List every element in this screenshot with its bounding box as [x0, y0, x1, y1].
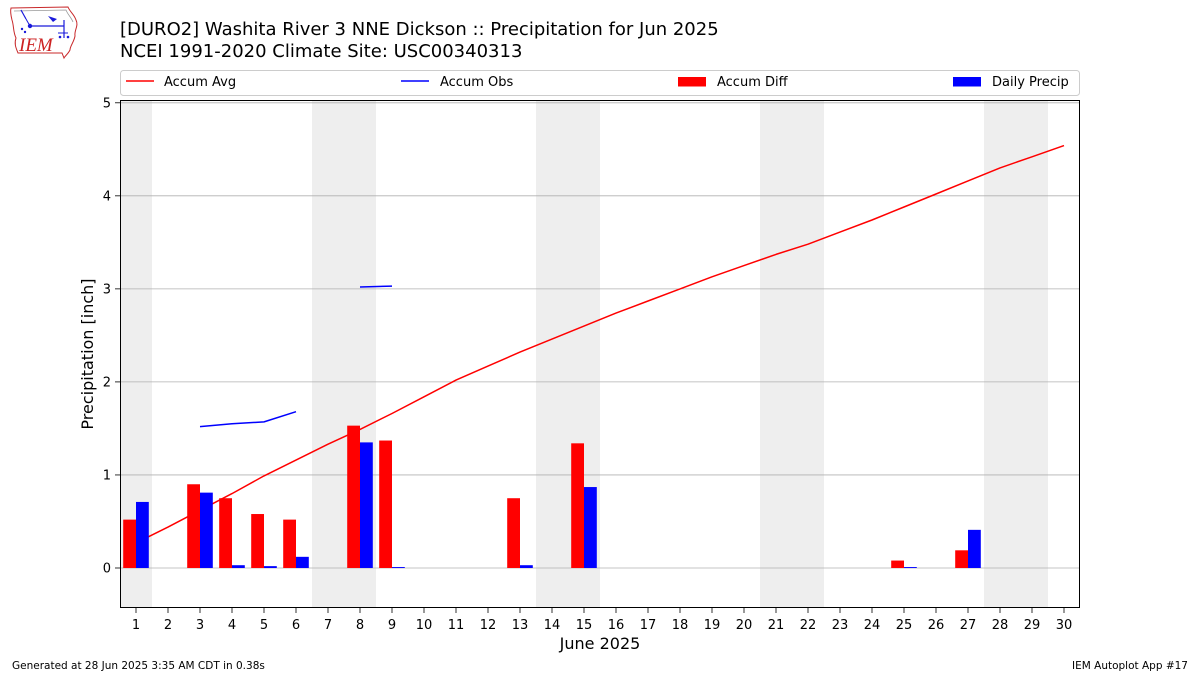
legend-swatch-accum-diff: [678, 77, 706, 87]
x-tick-label: 24: [864, 618, 881, 633]
daily-precip-bar: [232, 565, 245, 568]
accum-diff-bar: [219, 498, 232, 568]
legend: Accum Avg Accum Obs Accum Diff Daily Pre…: [120, 70, 1080, 96]
daily-precip-bar: [264, 566, 277, 568]
weekend-shade-band: [760, 100, 792, 608]
x-axis-label: June 2025: [559, 634, 641, 653]
x-tick-label: 7: [324, 618, 332, 633]
weekend-shade-band: [1016, 100, 1048, 608]
legend-label-accum-diff: Accum Diff: [717, 75, 789, 90]
footer-app: IEM Autoplot App #17: [1072, 660, 1188, 672]
weekend-shade-band: [312, 100, 344, 608]
daily-precip-bar: [392, 567, 405, 568]
accum-avg-line: [135, 144, 1065, 544]
y-axis-label: Precipitation [inch]: [78, 278, 97, 429]
x-tick-label: 2: [164, 618, 172, 633]
iowa-outline-icon: [10, 6, 78, 60]
x-tick-label: 25: [896, 618, 913, 633]
x-tick-label: 20: [736, 618, 753, 633]
weather-station-icon: [20, 9, 70, 39]
daily-precip-bar: [136, 501, 149, 568]
axis-ticks: [115, 102, 1065, 613]
legend-label-daily-precip: Daily Precip: [992, 75, 1069, 90]
legend-label-accum-obs: Accum Obs: [440, 75, 513, 90]
legend-item-accum-diff: Accum Diff: [678, 75, 789, 90]
iowa-inner-outline-icon: [13, 9, 74, 23]
y-tick-label: 3: [103, 282, 111, 297]
legend-item-accum-obs: Accum Obs: [401, 75, 513, 90]
x-tick-label: 18: [672, 618, 689, 633]
x-tick-label: 5: [260, 618, 268, 633]
accum-diff-bar: [379, 440, 392, 568]
x-tick-label: 10: [416, 618, 433, 633]
weekend-shade-band: [536, 100, 568, 608]
y-tick-label: 5: [103, 96, 111, 111]
x-tick-label: 15: [576, 618, 593, 633]
series-bars: [123, 425, 981, 568]
chart-subtitle: NCEI 1991-2020 Climate Site: USC00340313: [120, 41, 522, 62]
legend-item-accum-avg: Accum Avg: [126, 75, 236, 90]
x-tick-label: 17: [640, 618, 657, 633]
iem-logo: IEM: [10, 6, 78, 60]
accum-diff-bar: [507, 498, 520, 568]
footer-generated: Generated at 28 Jun 2025 3:35 AM CDT in …: [12, 660, 265, 672]
x-tick-label: 26: [928, 618, 945, 633]
x-tick-label: 30: [1056, 618, 1073, 633]
x-tick-label: 29: [1024, 618, 1041, 633]
y-tick-label: 1: [103, 468, 111, 483]
chart-title: [DURO2] Washita River 3 NNE Dickson :: P…: [120, 19, 719, 40]
daily-precip-bar: [200, 492, 213, 568]
daily-precip-bar: [904, 567, 917, 568]
x-tick-label: 13: [512, 618, 529, 633]
x-tick-label: 19: [704, 618, 721, 633]
x-tick-label: 1: [132, 618, 140, 633]
daily-precip-bar: [360, 442, 373, 568]
logo-text: IEM: [18, 35, 54, 56]
series-lines: [135, 144, 1065, 544]
plot-frame: [120, 100, 1080, 608]
accum-diff-bar: [187, 484, 200, 568]
x-tick-label: 28: [992, 618, 1009, 633]
x-tick-label: 11: [448, 618, 465, 633]
y-tick-label: 2: [103, 375, 111, 390]
y-grid: [120, 102, 1080, 569]
accum-diff-bar: [571, 443, 584, 568]
daily-precip-bar: [296, 556, 309, 568]
y-tick-label: 4: [103, 189, 111, 204]
weekend-shade-band: [792, 100, 824, 608]
x-tick-label: 21: [768, 618, 785, 633]
x-tick-label: 23: [832, 618, 849, 633]
x-tick-label: 6: [292, 618, 300, 633]
x-tick-label: 14: [544, 618, 561, 633]
accum-diff-bar: [283, 519, 296, 568]
legend-label-accum-avg: Accum Avg: [164, 75, 236, 90]
weekend-shade-band: [984, 100, 1016, 608]
daily-precip-bar: [968, 529, 981, 568]
x-tick-label: 4: [228, 618, 236, 633]
accum-diff-bar: [891, 560, 904, 568]
daily-precip-bar: [584, 487, 597, 568]
accum-diff-bar: [251, 514, 264, 568]
y-tick-label: 0: [103, 561, 111, 576]
x-tick-label: 27: [960, 618, 977, 633]
accum-obs-line: [359, 285, 393, 288]
accum-obs-line: [199, 410, 297, 428]
daily-precip-bar: [520, 565, 533, 568]
accum-diff-bar: [123, 519, 136, 568]
x-tick-label: 22: [800, 618, 817, 633]
legend-swatch-daily-precip: [953, 77, 981, 87]
x-tick-label: 12: [480, 618, 497, 633]
accum-diff-bar: [347, 425, 360, 568]
x-tick-label: 3: [196, 618, 204, 633]
x-tick-label: 9: [388, 618, 396, 633]
x-tick-label: 8: [356, 618, 364, 633]
accum-diff-bar: [955, 550, 968, 568]
x-tick-label: 16: [608, 618, 625, 633]
legend-item-daily-precip: Daily Precip: [953, 75, 1069, 90]
legend-frame: [120, 70, 1080, 96]
